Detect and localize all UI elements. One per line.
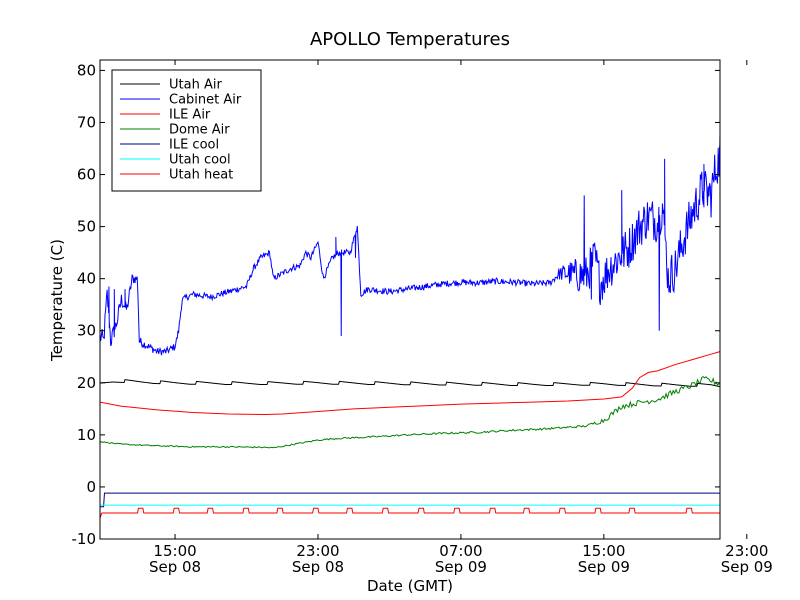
x-axis-title: Date (GMT) — [367, 577, 453, 595]
legend-label-ile-air: ILE Air — [169, 108, 211, 123]
y-tick-label: 10 — [77, 426, 96, 444]
x-tick-time-label: 23:00 — [725, 542, 768, 560]
y-axis-title: Temperature (C) — [48, 239, 66, 362]
plot-frame — [99, 59, 721, 540]
y-tick-label: 40 — [77, 270, 96, 288]
x-tick-date-label: Sep 09 — [435, 558, 487, 576]
x-tick-date-label: Sep 08 — [149, 558, 201, 576]
series-line-dome-air — [100, 376, 720, 449]
series-line-utah-air — [100, 379, 720, 388]
y-tick-label: 80 — [77, 61, 96, 79]
y-tick-label: 60 — [77, 166, 96, 184]
x-tick-time-label: 15:00 — [582, 542, 625, 560]
y-tick-label: -10 — [72, 530, 97, 548]
legend-label-utah-cool: Utah cool — [169, 153, 231, 168]
series-line-ile-air — [100, 351, 720, 416]
series-layer — [100, 132, 720, 519]
legend-label-utah-heat: Utah heat — [169, 168, 233, 183]
series-line-utah-heat — [100, 507, 720, 519]
x-tick-time-label: 15:00 — [153, 542, 196, 560]
x-tick-date-label: Sep 09 — [721, 558, 773, 576]
series-line-cabinet-air — [100, 132, 720, 356]
legend-label-cabinet-air: Cabinet Air — [169, 93, 242, 108]
y-tick-label: 50 — [77, 218, 96, 236]
chart-title: APOLLO Temperatures — [310, 29, 510, 50]
legend-label-dome-air: Dome Air — [169, 123, 230, 138]
y-tick-label: 30 — [77, 322, 96, 340]
y-tick-label: 70 — [77, 113, 96, 131]
y-tick-label: 0 — [86, 478, 96, 496]
x-tick-time-label: 23:00 — [296, 542, 339, 560]
series-line-ile-cool — [100, 492, 720, 508]
y-tick-label: 20 — [77, 374, 96, 392]
legend-box — [111, 69, 262, 192]
legend-label-ile-cool: ILE cool — [169, 138, 219, 153]
x-tick-date-label: Sep 08 — [292, 558, 344, 576]
x-tick-date-label: Sep 09 — [578, 558, 630, 576]
legend-label-utah-air: Utah Air — [169, 78, 222, 93]
x-tick-time-label: 07:00 — [439, 542, 482, 560]
